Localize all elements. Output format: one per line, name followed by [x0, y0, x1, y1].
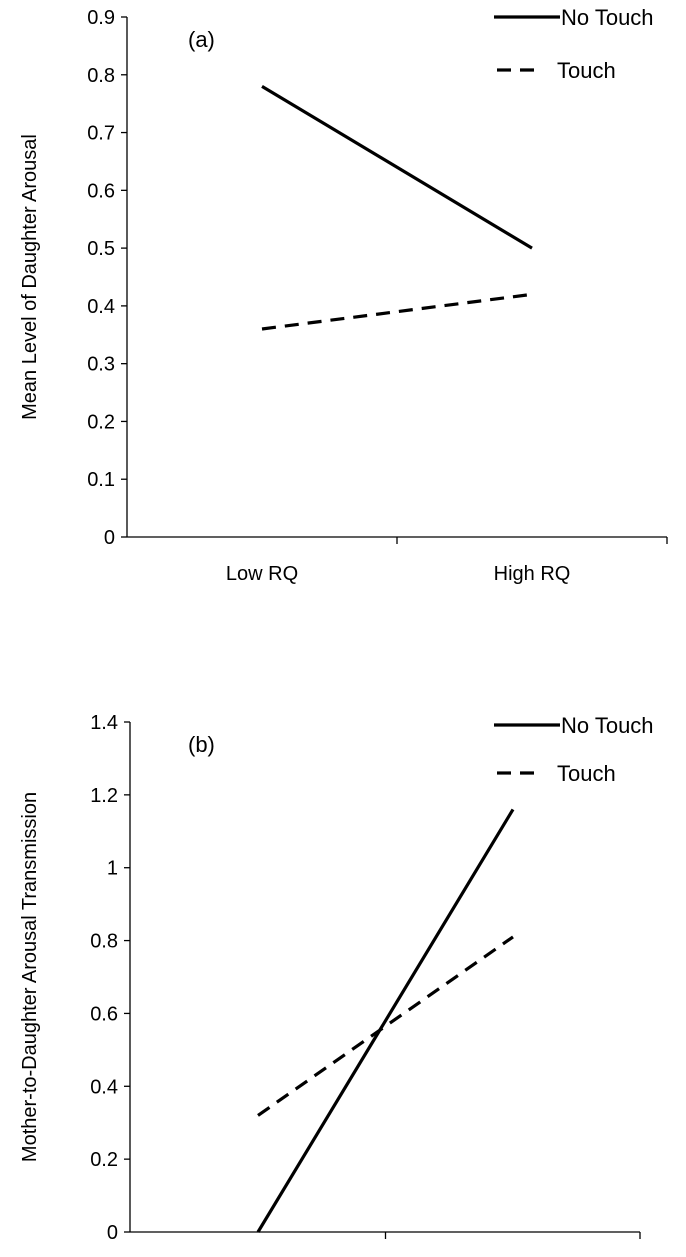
- x-tick-label: Low RQ: [226, 563, 298, 585]
- panel-label: (a): [188, 27, 215, 52]
- series-line-no-touch: [261, 84, 533, 250]
- legend-label-touch: Touch: [557, 58, 616, 83]
- y-axis-title: Mean Level of Daughter Arousal: [19, 134, 41, 420]
- y-tick-label: 0.6: [90, 1003, 118, 1025]
- panel-label: (b): [188, 732, 215, 757]
- legend-label-no-touch: No Touch: [561, 713, 654, 738]
- y-tick-label: 0.2: [87, 411, 115, 433]
- y-tick-label: 0.1: [87, 469, 115, 491]
- y-tick-label: 0.5: [87, 238, 115, 260]
- y-tick-label: 0.9: [87, 7, 115, 29]
- y-tick-label: 0: [107, 1222, 118, 1244]
- y-axis-title: Mother-to-Daughter Arousal Transmission: [19, 792, 41, 1162]
- chart-panel-0: 0 0.1 0.2 0.3 0.4 0.5 0.6 0.7 0.8 0.9 Low RQ High R…: [19, 5, 668, 585]
- y-tick-label: 0.8: [87, 65, 115, 87]
- y-tick-label: 1.2: [90, 785, 118, 807]
- y-tick-label: 0.4: [87, 296, 115, 318]
- y-tick-label: 0.3: [87, 354, 115, 376]
- x-tick-label: High RQ: [494, 563, 571, 585]
- y-tick-label: 0.2: [90, 1149, 118, 1171]
- y-tick-label: 0.4: [90, 1076, 118, 1098]
- y-tick-label: 1.4: [90, 712, 118, 734]
- y-tick-label: 1: [107, 858, 118, 880]
- y-tick-label: 0.6: [87, 180, 115, 202]
- series-line-touch: [257, 935, 514, 1117]
- series-line-no-touch: [256, 808, 515, 1233]
- y-tick-label: 0: [104, 527, 115, 549]
- legend-label-no-touch: No Touch: [561, 5, 654, 30]
- series-line-touch: [261, 292, 533, 331]
- y-tick-label: 0.8: [90, 931, 118, 953]
- legend-label-touch: Touch: [557, 761, 616, 786]
- y-tick-label: 0.7: [87, 123, 115, 145]
